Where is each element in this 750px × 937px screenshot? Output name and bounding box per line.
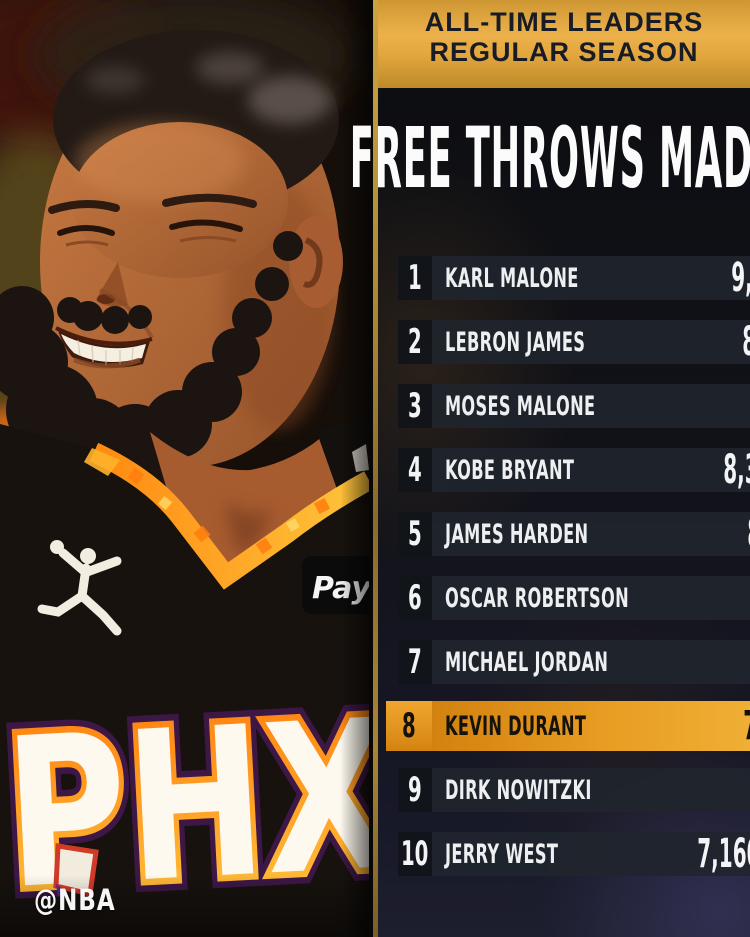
leaderboard-row-highlighted: 8 KEVIN DURANT 7,241 xyxy=(386,701,750,751)
row-main-cell: JAMES HARDEN 8,038 xyxy=(432,511,750,557)
leaderboard-row: 2 LEBRON JAMES 8,598 xyxy=(398,319,750,365)
rank-number: 3 xyxy=(408,386,422,426)
rank-cell: 1 xyxy=(398,256,432,300)
gold-border-line xyxy=(373,0,378,937)
row-main-cell: DIRK NOWITZKI 7,240 xyxy=(432,768,750,812)
row-main-cell: JERRY WEST 7,160 xyxy=(432,831,750,877)
player-name: KOBE BRYANT xyxy=(445,454,575,486)
stat-value: 7,160 xyxy=(696,831,750,877)
rank-cell: 6 xyxy=(398,576,432,620)
row-main-cell: KOBE BRYANT 8,378 xyxy=(432,447,750,493)
player-name: OSCAR ROBERTSON xyxy=(445,582,629,614)
player-head xyxy=(0,30,343,506)
rank-cell: 3 xyxy=(398,384,432,428)
player-name: DIRK NOWITZKI xyxy=(445,774,592,806)
stat-value: 8,038 xyxy=(747,511,750,557)
rank-cell: 4 xyxy=(398,448,432,492)
player-name: JAMES HARDEN xyxy=(445,518,589,550)
rank-cell: 2 xyxy=(398,320,432,364)
row-main-cell: KARL MALONE 9,787 xyxy=(432,255,750,301)
stat-value: 8,598 xyxy=(742,319,750,365)
row-main-cell: OSCAR ROBERTSON 7,694 xyxy=(432,576,750,620)
rank-number: 9 xyxy=(408,770,422,810)
leaderboard-row: 1 KARL MALONE 9,787 xyxy=(398,255,750,301)
rank-number: 4 xyxy=(408,450,422,490)
leaderboard-row: 3 MOSES MALONE 8,531 xyxy=(398,384,750,428)
leaderboard-row: 6 OSCAR ROBERTSON 7,694 xyxy=(398,576,750,620)
player-name: JERRY WEST xyxy=(445,838,559,870)
rank-cell: 5 xyxy=(398,512,432,556)
leaderboard-row: 7 MICHAEL JORDAN 7,327 xyxy=(398,640,750,684)
rank-number: 5 xyxy=(408,514,422,554)
rank-number: 6 xyxy=(408,578,422,618)
jersey-trim xyxy=(89,442,369,590)
header-banner: ALL-TIME LEADERS REGULAR SEASON xyxy=(378,0,750,88)
row-main-cell: MICHAEL JORDAN 7,327 xyxy=(432,640,750,684)
stat-value: 8,378 xyxy=(723,447,750,493)
row-main-cell: MOSES MALONE 8,531 xyxy=(432,384,750,428)
rank-cell: 8 xyxy=(386,701,432,751)
rank-cell: 9 xyxy=(398,768,432,812)
leaderboard-panel: ALL-TIME LEADERS REGULAR SEASON FREE THR… xyxy=(350,0,750,937)
row-main-cell: LEBRON JAMES 8,598 xyxy=(432,319,750,365)
rank-number: 1 xyxy=(408,258,422,298)
rank-number: 8 xyxy=(402,706,416,746)
player-photo-art: PayPal PHX PHX xyxy=(0,0,369,937)
rank-number: 10 xyxy=(401,834,429,874)
nba-watermark: @NBA xyxy=(34,883,116,917)
header-line-2: REGULAR SEASON xyxy=(429,37,699,67)
leaderboard-rows: 1 KARL MALONE 9,787 2 LEBRON JAMES 8,598… xyxy=(386,255,750,896)
player-name: MOSES MALONE xyxy=(445,390,596,422)
leaderboard-row: 5 JAMES HARDEN 8,038 xyxy=(398,511,750,557)
rank-number: 7 xyxy=(408,642,422,682)
header-line-1: ALL-TIME LEADERS xyxy=(424,7,704,37)
leaderboard-row: 9 DIRK NOWITZKI 7,240 xyxy=(398,768,750,812)
jumpman-logo xyxy=(37,540,122,636)
rank-cell: 10 xyxy=(398,832,432,876)
stat-value: 7,241 xyxy=(744,703,750,749)
player-photo: PayPal PHX PHX @NBA xyxy=(0,0,369,937)
player-name: LEBRON JAMES xyxy=(445,326,586,358)
leaderboard-row: 10 JERRY WEST 7,160 xyxy=(398,831,750,877)
stat-value: 9,787 xyxy=(730,255,750,301)
leaderboard-row: 4 KOBE BRYANT 8,378 xyxy=(398,447,750,493)
rank-cell: 7 xyxy=(398,640,432,684)
player-name: KARL MALONE xyxy=(445,262,579,294)
stat-title-text: FREE THROWS MADE xyxy=(349,109,750,207)
photo-panel-gap xyxy=(369,0,373,937)
player-name: MICHAEL JORDAN xyxy=(445,646,609,678)
player-name: KEVIN DURANT xyxy=(445,710,587,742)
row-main-cell: KEVIN DURANT 7,241 xyxy=(432,701,750,751)
rank-number: 2 xyxy=(408,322,422,362)
stat-title: FREE THROWS MADE xyxy=(350,109,750,207)
